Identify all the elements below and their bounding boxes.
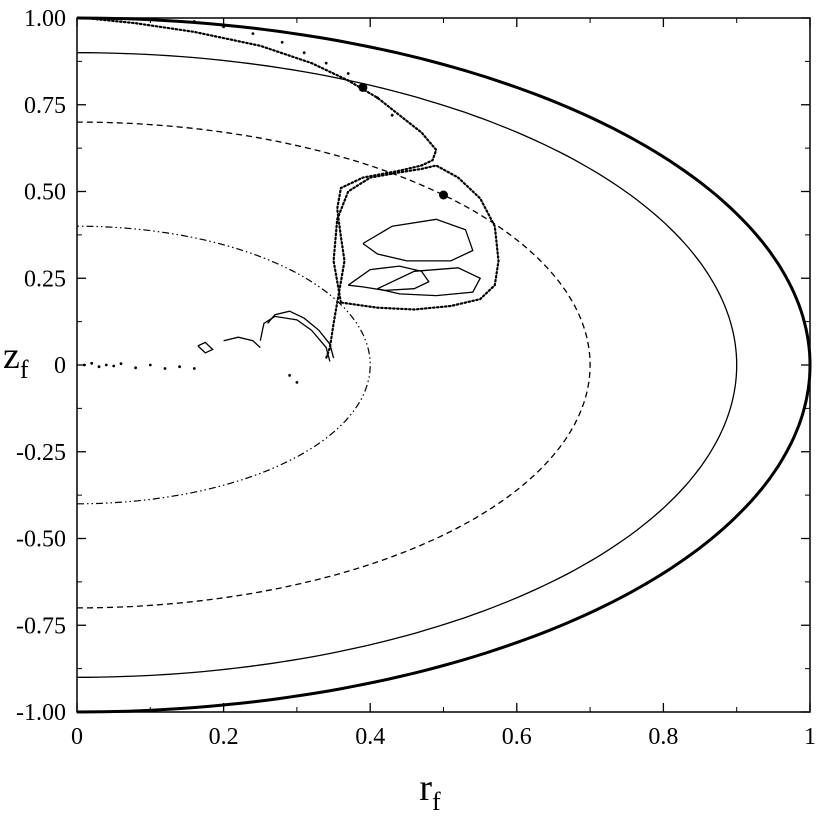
inner-loop-0: [347, 265, 430, 292]
scatter-point-1-6: [346, 72, 350, 75]
boundary-curve-1: [77, 52, 738, 678]
tail-curve-0: [267, 310, 335, 359]
scatter-point-1-9: [390, 113, 394, 117]
scatter-point-0-12: [295, 381, 299, 384]
y-tick-label-8: -1.00: [16, 700, 66, 726]
y-tick-label-0: 1.00: [24, 6, 66, 32]
scatter-point-1-3: [280, 40, 284, 44]
boundary-curve-2: [77, 121, 591, 609]
y-tick-label-3: 0.25: [24, 266, 66, 292]
scatter-point-0-9: [178, 365, 182, 369]
scatter-point-0-6: [134, 366, 138, 370]
y-axis-title-sub: f: [20, 355, 29, 384]
x-axis-title: rf: [419, 767, 441, 816]
scatter-point-0-11: [288, 374, 291, 377]
x-tick-label-3: 0.6: [502, 724, 532, 750]
y-tick-label-5: -0.25: [16, 440, 66, 466]
y-tick-label-4: 0: [54, 353, 66, 379]
y-tick-label-7: -0.75: [16, 613, 66, 639]
scatter-point-0-5: [119, 362, 123, 365]
tail-curve-1: [259, 315, 331, 362]
lobe-curve: [332, 164, 500, 311]
x-axis-title-sub: f: [432, 787, 441, 816]
scatter-point-1-5: [324, 61, 328, 65]
boundary-curve-3: [77, 225, 371, 505]
axis-ticks: 0 0.2 0.4 0.6 0.8 1 1.00 0.75 0.50 0.25 0 -0.25 -0.5…: [16, 6, 816, 750]
y-tick-label-1: 0.75: [24, 93, 66, 119]
plot-frame: [76, 17, 811, 713]
x-tick-label-2: 0.4: [355, 724, 385, 750]
scatter-point-1-4: [302, 51, 306, 55]
tail-curve-3: [197, 341, 214, 354]
scatter-point-0-1: [90, 361, 94, 365]
boundary-curve-0: [76, 16, 812, 714]
scatter-point-0-3: [104, 363, 108, 367]
scatter-point-0-7: [148, 363, 152, 367]
marker-1: [439, 190, 448, 200]
x-tick-label-4: 0.8: [648, 724, 678, 750]
y-tick-label-2: 0.50: [24, 180, 66, 206]
inner-loop-2: [362, 218, 474, 262]
tail-curve-2: [223, 336, 261, 349]
scatter-point-0-10: [192, 367, 196, 370]
y-tick-label-6: -0.50: [16, 527, 66, 553]
plot-marks: [76, 16, 812, 714]
x-tick-label-0: 0: [71, 724, 83, 750]
marker-0: [358, 82, 368, 92]
trajectory-curve: [83, 16, 438, 360]
y-axis-title-main: z: [3, 335, 20, 377]
y-axis-title: zf: [3, 335, 29, 384]
x-tick-label-1: 0.2: [209, 724, 239, 750]
scatter-point-1-8: [376, 96, 379, 100]
x-axis-title-main: r: [419, 767, 432, 809]
scatter-point-0-2: [97, 365, 101, 369]
scatter-point-0-4: [112, 364, 116, 368]
scatter-point-1-0: [192, 20, 196, 23]
x-tick-label-5: 1: [804, 724, 816, 750]
inner-loop-1: [377, 267, 482, 297]
scatter-point-0-8: [163, 367, 167, 370]
scatter-point-1-2: [251, 32, 255, 35]
